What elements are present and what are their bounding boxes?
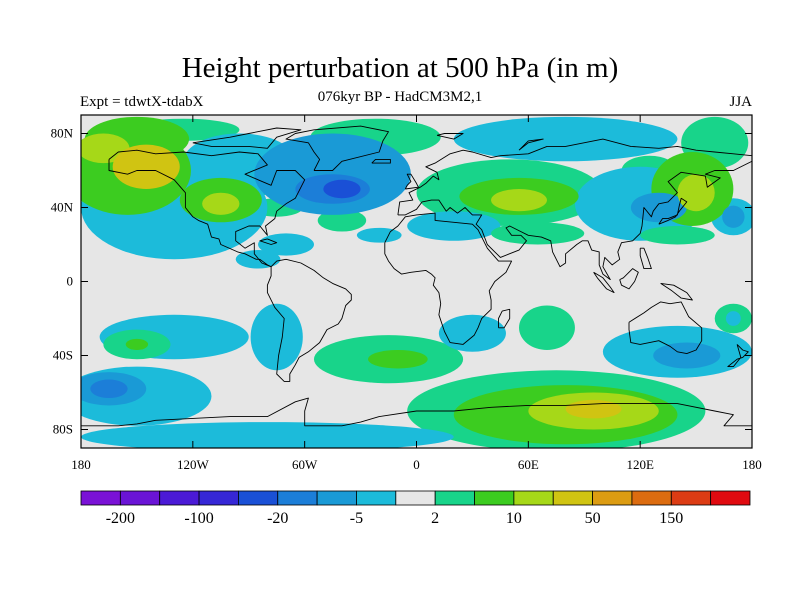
coastline (518, 138, 544, 151)
colorbar-swatch (238, 490, 279, 506)
negative-anomaly (725, 311, 741, 326)
colorbar-swatch (434, 490, 475, 506)
coastline (593, 271, 615, 294)
colorbar-swatch (513, 490, 554, 506)
coastline (371, 158, 391, 164)
colorbar-swatch (552, 490, 593, 506)
colorbar-swatch (198, 490, 239, 506)
map-subtitle: 076kyr BP - HadCM3M2,1 (317, 89, 483, 105)
x-tick-label: 180 (742, 457, 762, 472)
colorbar-swatch (631, 490, 672, 506)
coastline (397, 138, 752, 281)
negative-anomaly (438, 314, 506, 352)
coastlines (81, 125, 752, 427)
colorbar-swatch (80, 490, 121, 506)
coastline (436, 133, 464, 140)
map-title: Height perturbation at 500 hPa (in m) (181, 52, 619, 84)
coastline (266, 258, 352, 382)
colorbar-label: -5 (350, 510, 363, 527)
coastline (384, 212, 513, 345)
coastline (108, 149, 306, 268)
colorbar-swatch (670, 490, 712, 506)
coastline (404, 173, 419, 190)
coastline (727, 344, 749, 368)
colorbar: -200 -100 -20 -5 2 10 50 150 (80, 490, 751, 527)
negative-anomaly (356, 227, 402, 243)
positive-anomaly (202, 192, 240, 215)
negative-anomaly (630, 192, 687, 223)
colorbar-swatch (277, 490, 318, 506)
positive-anomaly (368, 349, 428, 369)
coastline (285, 125, 389, 171)
positive-anomaly (491, 222, 585, 245)
experiment-label: Expt = tdwtX-tdabX (80, 94, 204, 110)
y-tick-label: 0 (67, 274, 74, 289)
colorbar-label: -100 (184, 510, 213, 527)
positive-anomaly (317, 209, 367, 232)
negative-anomaly (323, 179, 361, 199)
x-tick-label: 120E (626, 457, 654, 472)
y-tick-label: 80S (53, 422, 73, 437)
coastline (658, 197, 688, 225)
negative-anomaly (90, 379, 128, 399)
colorbar-swatch (356, 490, 397, 506)
negative-anomaly (250, 303, 303, 371)
colorbar-swatch (316, 490, 357, 506)
y-tick-label: 80N (51, 126, 74, 141)
y-tick-label: 40N (51, 200, 74, 215)
coastline (192, 127, 302, 149)
colorbar-label: 150 (659, 510, 683, 527)
positive-anomaly (112, 144, 180, 189)
colorbar-label: 50 (585, 510, 601, 527)
y-tick-label: 40S (53, 348, 73, 363)
x-tick-label: 0 (413, 457, 420, 472)
negative-anomaly (258, 233, 314, 256)
positive-anomaly (519, 305, 575, 350)
x-tick-label: 60W (292, 457, 318, 472)
contour-fields (81, 116, 752, 448)
colorbar-swatch (710, 490, 751, 506)
negative-anomaly (81, 422, 454, 448)
positive-anomaly (491, 189, 547, 212)
x-tick-label: 180 (71, 457, 91, 472)
coastline (619, 268, 639, 290)
coastline (259, 238, 278, 245)
colorbar-swatch (474, 490, 515, 506)
coastline (628, 301, 703, 355)
positive-anomaly (677, 174, 715, 212)
colorbar-swatch (395, 490, 436, 506)
colorbar-swatch (592, 490, 633, 506)
colorbar-swatch (159, 490, 200, 506)
colorbar-label: -20 (267, 510, 288, 527)
colorbar-label: 2 (431, 510, 439, 527)
coastline (660, 282, 693, 301)
coastline (639, 247, 652, 270)
colorbar-swatch (119, 490, 161, 506)
season-label: JJA (729, 94, 752, 110)
axis-ticks: 180 120W 60W 0 60E 120E 180 80N 40N 0 40S 80S (51, 115, 762, 472)
colorbar-label: -200 (106, 510, 135, 527)
x-tick-label: 120W (177, 457, 210, 472)
x-tick-label: 60E (518, 457, 539, 472)
positive-anomaly (125, 338, 149, 350)
positive-anomaly (640, 226, 715, 245)
negative-anomaly (722, 205, 745, 228)
coastline (81, 397, 752, 427)
colorbar-label: 10 (506, 510, 522, 527)
coastline (498, 308, 511, 329)
negative-anomaly (453, 116, 678, 162)
positive-anomaly (565, 399, 622, 419)
negative-anomaly (407, 211, 501, 241)
negative-anomaly (653, 342, 721, 369)
